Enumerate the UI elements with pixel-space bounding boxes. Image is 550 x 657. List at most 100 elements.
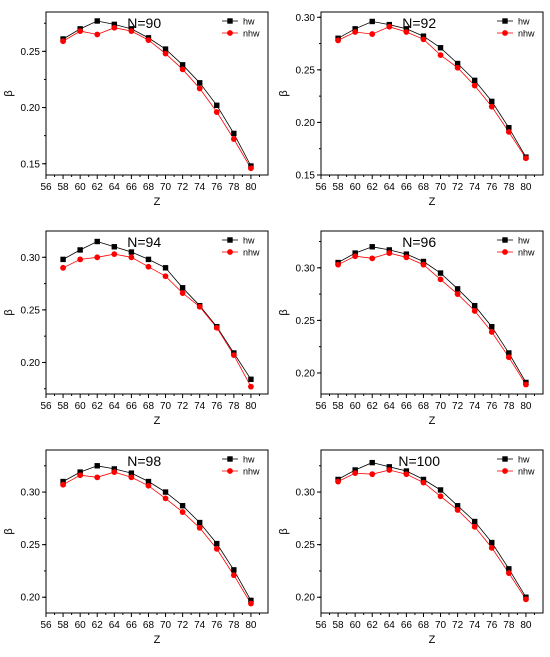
x-tick-label: 66	[401, 182, 413, 193]
point-nhw	[128, 254, 135, 261]
x-tick-label: 74	[469, 620, 481, 631]
point-nhw	[230, 352, 237, 358]
point-hw	[403, 26, 410, 32]
legend-label-nhw: nhw	[518, 29, 535, 39]
y-tick-label: 0.30	[296, 13, 316, 24]
series-line-hw	[337, 21, 527, 158]
series-line-hw	[337, 246, 527, 383]
point-nhw	[213, 324, 220, 331]
point-hw	[231, 567, 237, 573]
point-hw	[471, 518, 478, 525]
point-nhw	[77, 256, 84, 263]
x-tick-label: 68	[418, 401, 430, 412]
point-hw	[352, 250, 358, 256]
point-hw	[60, 256, 66, 263]
x-tick-label: 64	[109, 182, 121, 193]
x-tick-label: 56	[315, 401, 327, 412]
point-hw	[214, 540, 220, 547]
point-hw	[506, 566, 512, 572]
series-line-nhw	[337, 469, 527, 600]
point-nhw	[454, 507, 461, 513]
y-tick-label: 0.20	[21, 358, 41, 369]
point-hw	[94, 238, 100, 245]
point-nhw	[403, 29, 410, 35]
x-tick-label: 72	[177, 182, 189, 193]
x-tick-label: 56	[315, 620, 327, 631]
y-axis-label: β	[278, 528, 290, 534]
x-axis-label: Z	[154, 634, 161, 646]
point-nhw	[230, 136, 237, 142]
y-tick-label: 0.25	[296, 540, 316, 551]
x-tick-label: 64	[109, 620, 121, 631]
legend-marker-hw	[502, 18, 508, 24]
point-nhw	[437, 276, 444, 283]
point-nhw	[335, 37, 341, 44]
point-nhw	[179, 66, 186, 73]
point-nhw	[437, 52, 444, 59]
x-tick-label: 60	[75, 182, 87, 193]
x-tick-label: 70	[435, 401, 447, 412]
legend-label-hw: hw	[243, 236, 255, 246]
x-tick-label: 64	[384, 182, 396, 193]
x-tick-label: 70	[435, 620, 447, 631]
legend-marker-nhw	[227, 468, 233, 474]
point-nhw	[335, 478, 341, 485]
point-nhw	[196, 303, 203, 310]
x-axis-label: Z	[429, 196, 436, 208]
point-hw	[111, 466, 118, 472]
point-hw	[506, 350, 512, 356]
point-hw	[196, 519, 203, 526]
series-line-nhw	[62, 471, 252, 604]
point-nhw	[420, 479, 427, 486]
point-hw	[420, 476, 427, 483]
point-hw	[94, 463, 100, 469]
legend-marker-hw	[502, 237, 508, 243]
x-tick-label: 58	[58, 401, 70, 412]
point-hw	[145, 256, 152, 263]
plot-frame	[320, 11, 544, 176]
point-hw	[420, 258, 427, 265]
x-tick-label: 80	[245, 620, 257, 631]
legend-label-nhw: nhw	[518, 248, 535, 258]
y-tick-label: 0.30	[296, 263, 316, 274]
point-hw	[179, 285, 186, 291]
point-hw	[471, 77, 478, 84]
y-axis-label: β	[278, 90, 290, 96]
point-hw	[179, 503, 186, 509]
point-nhw	[111, 251, 118, 258]
x-tick-label: 60	[350, 401, 362, 412]
point-hw	[437, 487, 444, 493]
x-tick-label: 62	[367, 182, 379, 193]
x-tick-label: 68	[143, 401, 155, 412]
point-nhw	[162, 495, 169, 502]
point-nhw	[369, 471, 376, 478]
x-tick-label: 72	[177, 401, 189, 412]
legend-marker-nhw	[227, 249, 233, 255]
series-line-nhw	[62, 253, 252, 387]
y-axis-label: β	[278, 309, 290, 315]
legend-marker-nhw	[502, 30, 508, 36]
chart-title: N=96	[402, 234, 436, 250]
point-nhw	[471, 82, 478, 89]
x-tick-label: 78	[228, 401, 240, 412]
x-tick-label: 70	[160, 401, 172, 412]
series-line-nhw	[62, 27, 252, 169]
x-tick-label: 60	[75, 401, 87, 412]
x-tick-label: 80	[245, 182, 257, 193]
point-hw	[369, 244, 375, 250]
x-tick-label: 74	[194, 620, 206, 631]
plot-frame	[45, 11, 269, 176]
x-tick-label: 72	[177, 620, 189, 631]
point-hw	[352, 467, 358, 473]
chart-title: N=90	[127, 15, 161, 31]
y-tick-label: 0.25	[21, 305, 41, 316]
x-tick-label: 58	[333, 620, 345, 631]
point-nhw	[386, 250, 393, 256]
legend-label-hw: hw	[518, 236, 530, 246]
point-nhw	[488, 329, 495, 335]
point-hw	[60, 478, 66, 485]
point-nhw	[111, 24, 118, 31]
x-tick-label: 72	[452, 620, 464, 631]
series-line-nhw	[337, 26, 527, 159]
